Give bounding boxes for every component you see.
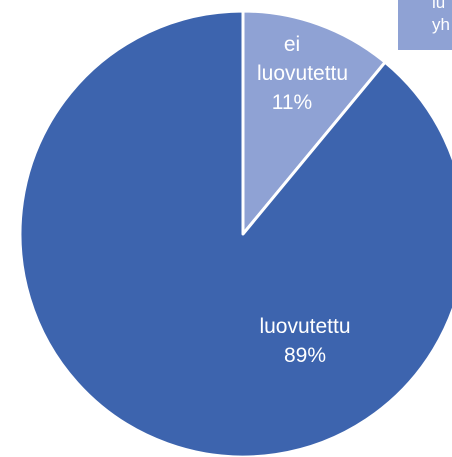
annotation-box: lu yh xyxy=(398,0,452,50)
annotation-text: yh xyxy=(432,15,450,34)
pie-slice xyxy=(241,9,387,236)
value-label: 89% xyxy=(283,344,327,367)
slice-label: ei luovutettu 11% xyxy=(222,30,362,117)
pie-slice xyxy=(18,9,452,457)
value-label: 11% xyxy=(271,91,313,114)
category-label: luovutettu xyxy=(259,315,351,338)
category-label: ei luovutettu xyxy=(257,33,349,85)
annotation-text: lu xyxy=(432,0,446,12)
slice-label: luovutettu 89% xyxy=(235,312,375,370)
